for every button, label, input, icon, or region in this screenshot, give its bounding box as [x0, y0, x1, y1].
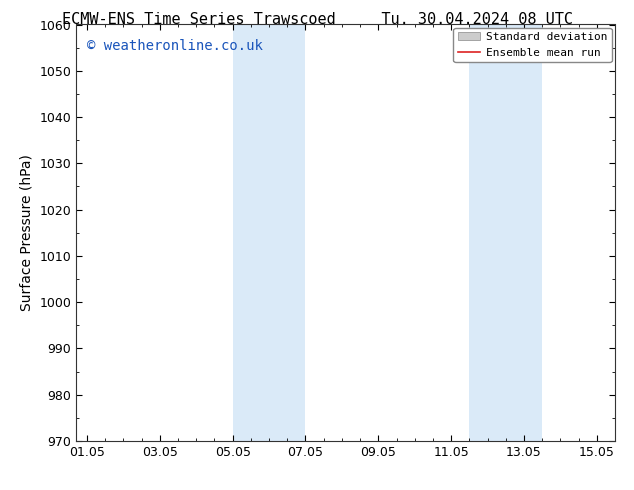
Text: ECMW-ENS Time Series Trawscoed     Tu. 30.04.2024 08 UTC: ECMW-ENS Time Series Trawscoed Tu. 30.04… — [61, 12, 573, 27]
Text: © weatheronline.co.uk: © weatheronline.co.uk — [87, 39, 262, 53]
Bar — [233, 24, 306, 441]
Y-axis label: Surface Pressure (hPa): Surface Pressure (hPa) — [20, 154, 34, 311]
Legend: Standard deviation, Ensemble mean run: Standard deviation, Ensemble mean run — [453, 28, 612, 62]
Bar — [469, 24, 542, 441]
